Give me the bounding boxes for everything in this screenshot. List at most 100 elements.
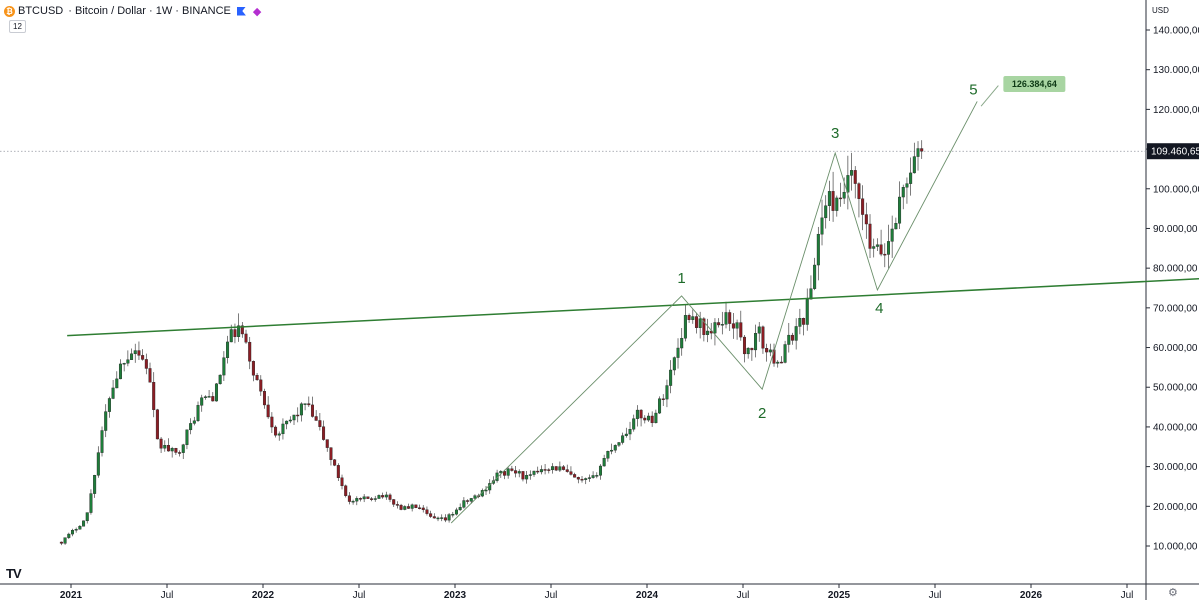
candle-body: [794, 326, 798, 341]
candle-down: [443, 514, 447, 523]
x-tick-label: Jul: [353, 590, 366, 600]
candle-body: [314, 416, 318, 421]
candle-down: [406, 503, 410, 510]
candle-down: [502, 469, 506, 480]
candle-down: [650, 411, 654, 427]
candle-up: [96, 446, 100, 478]
candle-up: [130, 348, 134, 361]
candle-body: [776, 361, 780, 364]
candle-up: [454, 507, 458, 516]
candle-up: [628, 421, 632, 441]
candle-body: [454, 509, 458, 515]
candle-up: [757, 322, 761, 342]
candle-body: [521, 471, 525, 480]
candle-down: [521, 471, 525, 482]
candle-body: [569, 471, 573, 475]
candle-down: [148, 362, 152, 383]
candle-up: [824, 195, 828, 229]
candle-up: [798, 308, 802, 335]
candle-down: [432, 513, 436, 519]
candle-up: [735, 319, 739, 340]
candle-up: [875, 238, 879, 251]
x-tick-label: Jul: [737, 590, 750, 600]
candle-body: [381, 495, 385, 498]
candle-body: [189, 423, 193, 431]
candle-up: [403, 505, 407, 511]
candle-body: [820, 217, 824, 235]
flag-icon[interactable]: [236, 6, 246, 16]
candle-down: [366, 496, 370, 499]
wave-label-5: 5: [969, 82, 977, 99]
candle-up: [894, 217, 898, 230]
candle-body: [251, 361, 255, 376]
candle-body: [809, 288, 813, 300]
candle-body: [370, 498, 374, 500]
candle-up: [115, 371, 119, 389]
candle-down: [141, 349, 145, 361]
candle-body: [67, 533, 71, 538]
candle-body: [654, 412, 658, 424]
candle-up: [724, 301, 728, 329]
candle-body: [646, 415, 650, 421]
candle-up: [517, 469, 521, 478]
candle-body: [543, 469, 547, 471]
candle-up: [506, 467, 510, 479]
candle-body: [536, 470, 540, 473]
last-price-badge: [1147, 143, 1199, 160]
diamond-icon[interactable]: ◆: [252, 5, 262, 18]
candle-up: [74, 527, 78, 533]
candle-up: [658, 396, 662, 415]
candles-layer: [59, 140, 924, 546]
candle-down: [270, 412, 274, 434]
candle-down: [643, 415, 647, 424]
candle-up: [281, 418, 285, 440]
candle-up: [532, 470, 536, 477]
candle-up: [451, 511, 455, 518]
candle-down: [425, 506, 429, 516]
candle-up: [916, 141, 920, 171]
indicator-count-tag[interactable]: 12: [9, 20, 26, 33]
candle-body: [211, 396, 215, 402]
candle-down: [322, 420, 326, 441]
candle-body: [259, 379, 263, 392]
interval-label[interactable]: 1W: [155, 5, 173, 17]
candle-body: [329, 447, 333, 460]
candle-body: [720, 324, 724, 326]
candle-up: [898, 181, 902, 230]
candle-up: [595, 472, 599, 479]
candle-body: [418, 507, 422, 509]
y-tick-label: 70.000,00: [1153, 303, 1198, 314]
candle-up: [185, 429, 189, 450]
currency-label[interactable]: USD: [1152, 6, 1169, 15]
y-tick-label: 130.000,00: [1153, 65, 1199, 76]
candle-body: [111, 387, 115, 399]
support-trend-line: [67, 278, 1199, 337]
candle-down: [750, 347, 754, 361]
candle-down: [639, 409, 643, 427]
candle-body: [554, 466, 558, 471]
candle-down: [790, 332, 794, 345]
candle-body: [373, 498, 377, 500]
candle-body: [266, 404, 270, 418]
candle-body: [82, 520, 86, 527]
candle-body: [643, 417, 647, 421]
y-tick-label: 50.000,00: [1153, 383, 1198, 394]
candle-up: [351, 499, 355, 505]
symbol-header[interactable]: ₿ BTCUSD · Bitcoin / Dollar · 1W · BINAN…: [4, 3, 261, 19]
candle-up: [410, 503, 414, 512]
candle-up: [672, 356, 676, 376]
candle-up: [783, 340, 787, 364]
candle-down: [314, 410, 318, 421]
drawings-layer: [67, 85, 1199, 524]
candle-up: [214, 383, 218, 402]
y-tick-label: 40.000,00: [1153, 422, 1198, 433]
candle-down: [879, 229, 883, 257]
candle-down: [466, 499, 470, 505]
y-tick-label: 140.000,00: [1153, 26, 1199, 37]
wave-label-2: 2: [758, 405, 766, 422]
tradingview-logo-icon[interactable]: TV: [6, 566, 22, 581]
candle-up: [776, 360, 780, 368]
gear-icon[interactable]: ⚙: [1168, 587, 1178, 599]
candle-body: [827, 191, 831, 206]
